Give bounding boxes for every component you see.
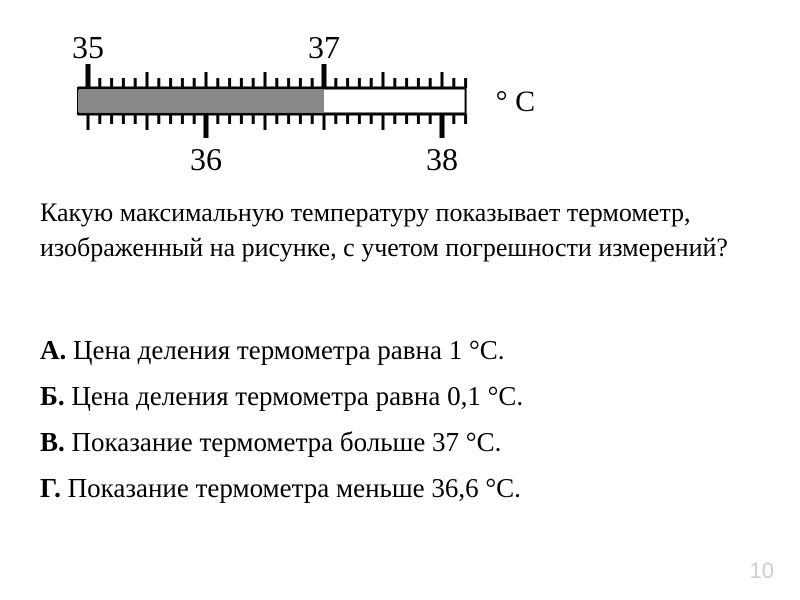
answer-a: А. Цена деления термометра равна 1 °С. [40,330,760,372]
svg-text:37: 37 [308,29,340,65]
svg-text:° С: ° С [496,85,536,118]
page-number: 10 [750,558,774,584]
svg-text:38: 38 [426,141,458,175]
answer-c: В. Показание термометра больше 37 °С. [40,422,760,464]
thermometer-diagram: 35 37 36 38 ° С [40,20,680,180]
svg-text:36: 36 [190,141,222,175]
answer-d: Г. Показание термометра меньше 36,6 °С. [40,468,760,510]
answer-b: Б. Цена деления термометра равна 0,1 °С. [40,376,760,418]
svg-text:35: 35 [72,29,104,65]
answer-list: А. Цена деления термометра равна 1 °С. Б… [40,330,760,513]
question-text: Какую максимальную температуру показывае… [40,195,760,265]
thermometer-svg: 35 37 36 38 ° С [40,20,680,175]
